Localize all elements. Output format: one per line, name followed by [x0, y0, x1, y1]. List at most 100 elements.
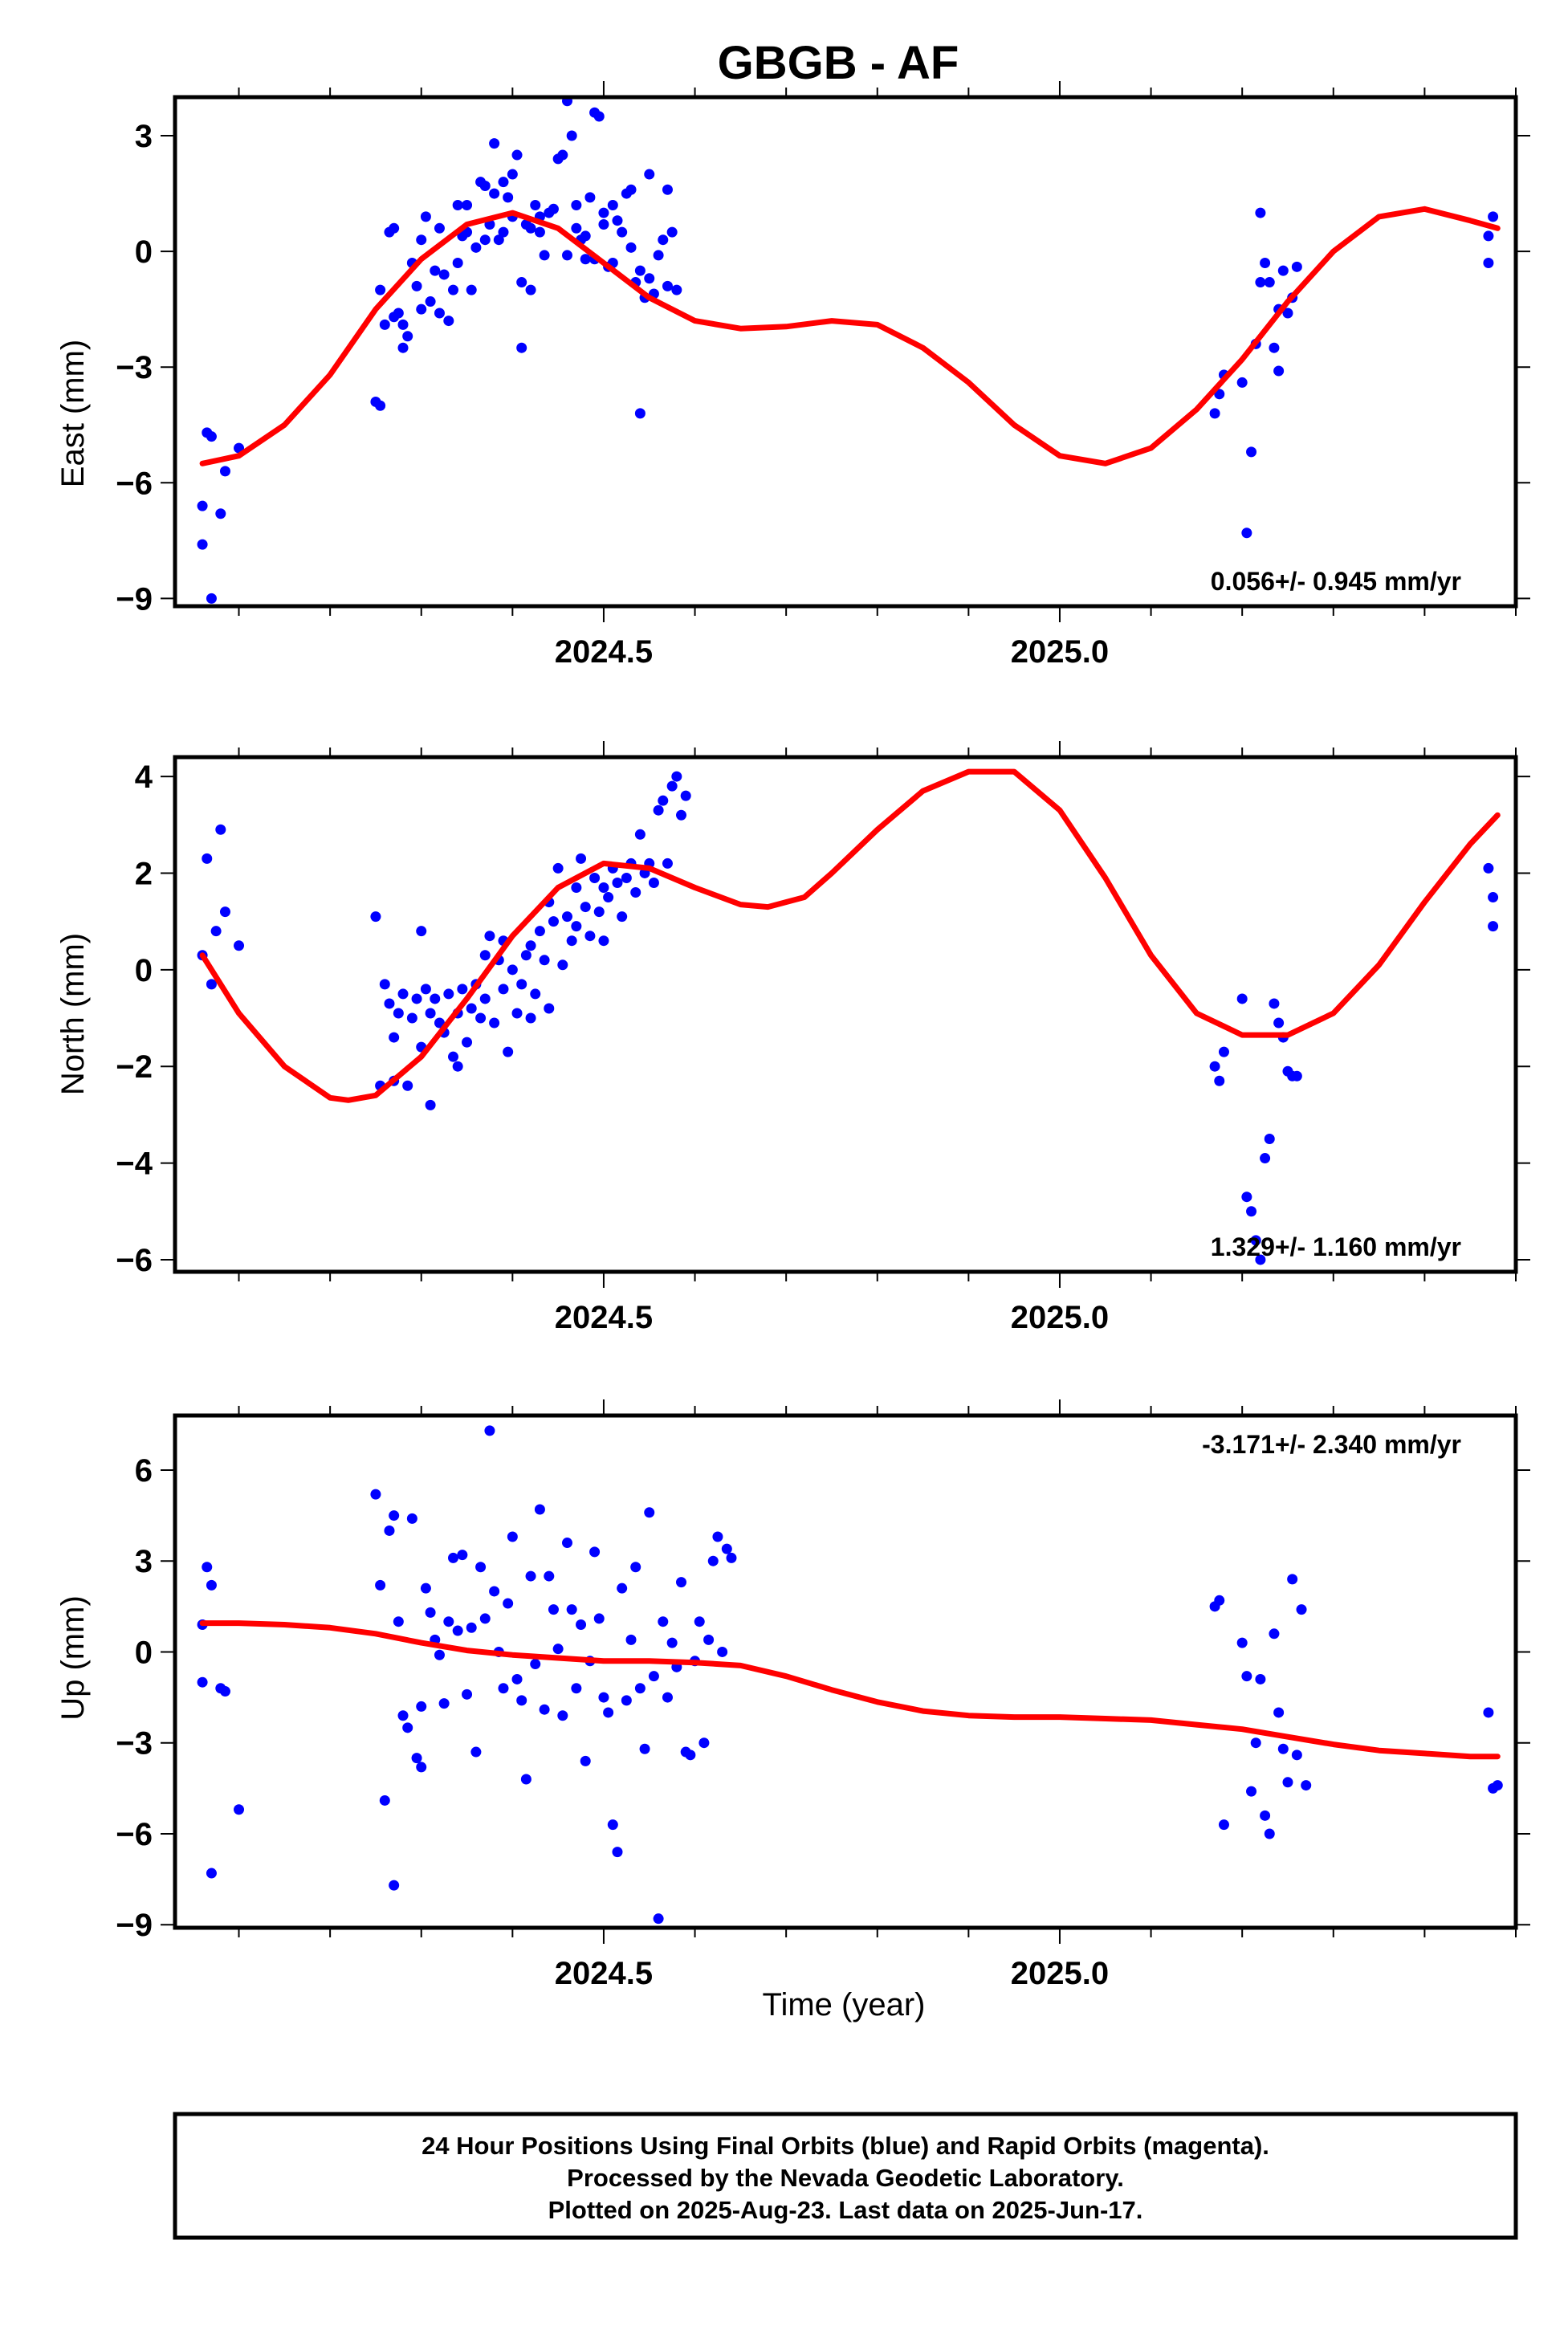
north-data-point — [411, 993, 422, 1004]
up-data-point — [552, 1644, 564, 1655]
up-data-point — [438, 1698, 450, 1709]
east-data-point — [498, 177, 509, 188]
east-data-point — [1269, 342, 1280, 353]
east-data-point — [425, 296, 436, 308]
north-data-point — [562, 911, 573, 923]
north-data-point — [397, 988, 409, 1000]
up-data-point — [562, 1538, 573, 1549]
north-data-point — [447, 1051, 458, 1062]
east-y-tick-label: 0 — [135, 234, 153, 270]
up-y-tick-label: 3 — [135, 1544, 153, 1579]
east-y-axis-label: East (mm) — [55, 340, 91, 487]
north-data-point — [1255, 1254, 1266, 1265]
east-data-point — [479, 234, 491, 246]
north-data-point — [671, 771, 682, 782]
north-data-point — [530, 988, 541, 1000]
up-data-point — [658, 1616, 669, 1627]
north-data-point — [593, 906, 605, 918]
east-data-point — [607, 199, 618, 210]
east-data-point — [580, 254, 591, 265]
north-data-point — [525, 1012, 536, 1024]
north-data-point — [666, 780, 678, 792]
north-data-point — [1260, 1153, 1271, 1164]
east-data-point — [1273, 365, 1285, 377]
up-data-point — [447, 1552, 458, 1563]
up-data-point — [479, 1613, 491, 1624]
north-data-point — [621, 872, 632, 883]
up-data-point — [544, 1570, 555, 1582]
east-data-point — [489, 138, 500, 149]
east-data-point — [548, 203, 559, 214]
north-data-point — [1236, 993, 1248, 1004]
north-data-point — [430, 993, 441, 1004]
footer-line-2: Processed by the Nevada Geodetic Laborat… — [567, 2164, 1124, 2192]
up-data-point — [530, 1659, 541, 1670]
north-data-point — [617, 911, 628, 923]
north-data-point — [1269, 998, 1280, 1009]
north-data-point — [1209, 1061, 1220, 1072]
east-data-point — [416, 303, 427, 315]
up-data-point — [617, 1583, 628, 1594]
north-x-tick-label: 2024.5 — [555, 1300, 653, 1335]
north-data-point — [234, 940, 245, 951]
up-data-point — [644, 1507, 655, 1518]
north-data-point — [676, 809, 687, 821]
east-y-tick-label: −6 — [116, 466, 153, 501]
north-data-point — [479, 950, 491, 961]
north-y-axis-label: North (mm) — [55, 933, 91, 1095]
east-data-point — [466, 284, 477, 295]
north-data-point — [466, 1003, 477, 1014]
north-data-point — [498, 984, 509, 995]
east-data-point — [662, 184, 673, 195]
north-data-point — [576, 853, 587, 864]
east-y-tick-label: 3 — [135, 119, 153, 154]
north-data-point — [1291, 1070, 1302, 1081]
up-data-point — [475, 1562, 487, 1573]
north-data-point — [658, 795, 669, 806]
up-data-point — [1214, 1595, 1225, 1606]
east-data-point — [443, 316, 454, 327]
north-data-point — [489, 1017, 500, 1029]
up-y-tick-label: 0 — [135, 1635, 153, 1670]
east-ticks — [161, 81, 1530, 622]
east-data-point — [1488, 211, 1499, 222]
up-data-point — [534, 1504, 545, 1515]
north-data-point — [475, 1012, 487, 1024]
up-data-point — [1273, 1707, 1285, 1718]
up-data-point — [703, 1634, 715, 1645]
east-data-point — [489, 188, 500, 199]
north-data-point — [210, 926, 222, 937]
up-data-point — [580, 1755, 591, 1766]
up-data-point — [498, 1683, 509, 1694]
north-data-point — [557, 959, 568, 971]
up-data-point — [1241, 1671, 1252, 1682]
north-data-point — [630, 887, 641, 898]
up-data-point — [219, 1686, 230, 1697]
east-data-point — [644, 273, 655, 284]
east-y-tick-label: −3 — [116, 350, 153, 385]
east-data-point — [571, 222, 582, 234]
up-data-point — [589, 1546, 601, 1558]
east-data-point — [634, 408, 646, 419]
east-data-point — [612, 215, 623, 226]
north-y-tick-label: −4 — [116, 1147, 153, 1182]
east-data-point — [447, 284, 458, 295]
east-data-point — [197, 500, 208, 511]
up-data-point — [1218, 1819, 1229, 1831]
up-data-point — [520, 1774, 531, 1785]
up-data-point — [648, 1671, 659, 1682]
up-data-point — [557, 1710, 568, 1721]
east-data-point — [493, 234, 504, 246]
east-data-point — [498, 226, 509, 238]
east-data-point — [375, 400, 386, 411]
up-data-point — [698, 1737, 710, 1749]
up-data-point — [653, 1913, 664, 1925]
north-data-point — [598, 935, 609, 947]
east-data-point — [470, 242, 482, 253]
north-data-point — [566, 935, 577, 947]
east-data-point — [1255, 277, 1266, 288]
up-data-point — [1246, 1786, 1257, 1797]
north-data-point — [462, 1037, 473, 1048]
up-data-point — [525, 1570, 536, 1582]
up-data-point — [443, 1616, 454, 1627]
